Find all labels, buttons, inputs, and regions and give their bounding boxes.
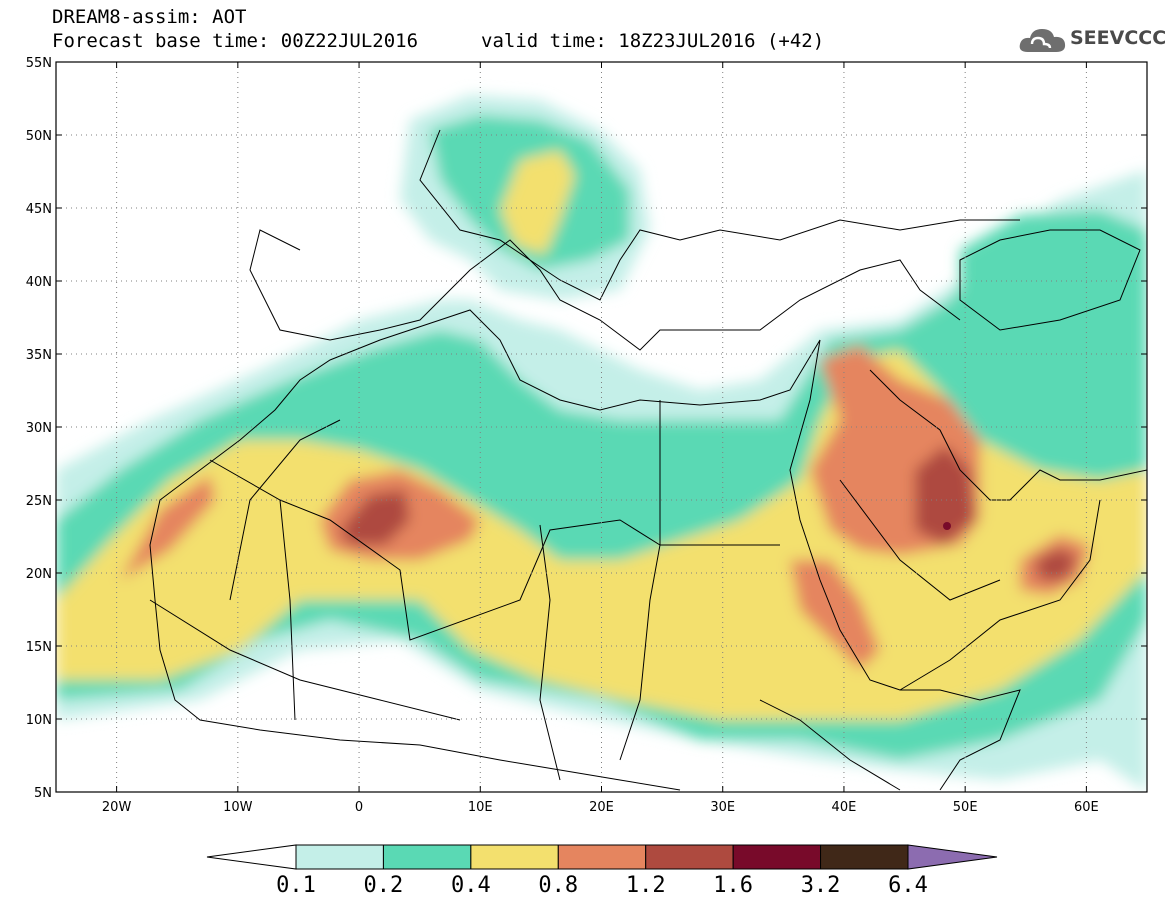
logo-text: SEEVCCC	[1070, 27, 1165, 49]
colorbar-level-label: 6.4	[888, 873, 928, 898]
lon-tick-label: 50E	[953, 800, 978, 815]
aot-band-0.8-wafrica	[120, 475, 215, 580]
lat-tick-label: 40N	[26, 275, 52, 290]
forecast-base-time: Forecast base time: 00Z22JUL2016	[52, 30, 419, 52]
lon-tick-label: 30E	[710, 800, 735, 815]
aot-band-1.2-sahara	[340, 490, 410, 545]
aot-band-0.8-redsea	[790, 560, 880, 670]
colorbar-swatch	[295, 844, 384, 870]
axis-ticks: 55N 50N 45N 40N 35N 30N 25N 20N 15N 10N 5N 20W 10W 0 1…	[26, 56, 1147, 815]
aot-band-0.4-europe	[500, 150, 575, 255]
lat-tick-label: 15N	[26, 640, 52, 655]
aot-band-0.2-blacksea	[960, 210, 1147, 330]
colorbar-swatch	[470, 844, 559, 870]
lat-tick-label: 5N	[34, 786, 52, 801]
lon-tick-label: 10E	[468, 800, 493, 815]
valid-time: valid time: 18Z23JUL2016 (+42)	[481, 30, 825, 52]
lat-tick-label: 50N	[26, 129, 52, 144]
lat-tick-label: 55N	[26, 56, 52, 71]
colorbar-swatch	[557, 844, 647, 870]
lat-tick-label: 10N	[26, 713, 52, 728]
lat-tick-label: 30N	[26, 421, 52, 436]
colorbar-under-arrow	[206, 844, 297, 870]
lon-tick-label: 20W	[102, 800, 132, 815]
lat-tick-label: 25N	[26, 494, 52, 509]
lon-tick-label: 60E	[1074, 800, 1099, 815]
colorbar-swatch	[820, 844, 909, 870]
colorbar-level-label: 0.1	[276, 873, 316, 898]
lat-tick-label: 20N	[26, 567, 52, 582]
colorbar-swatch	[382, 844, 472, 870]
colorbar-level-label: 0.4	[451, 873, 491, 898]
lat-tick-label: 45N	[26, 202, 52, 217]
lon-tick-label: 0	[355, 800, 363, 815]
coastlines	[149, 129, 1147, 791]
lon-tick-label: 20E	[589, 800, 614, 815]
colorbar: 0.1 0.2 0.4 0.8 1.2 1.6 3.2 6.4	[206, 844, 998, 898]
lon-tick-label: 40E	[832, 800, 857, 815]
map-title: DREAM8-assim: AOT	[52, 6, 247, 28]
lat-tick-label: 35N	[26, 348, 52, 363]
seevccc-logo: SEEVCCC	[1018, 24, 1165, 56]
colorbar-over-arrow	[907, 844, 998, 870]
colorbar-level-label: 0.8	[538, 873, 578, 898]
colorbar-level-label: 0.2	[364, 873, 404, 898]
colorbar-level-label: 3.2	[801, 873, 841, 898]
aot-band-1.2-oman	[1035, 548, 1078, 580]
grid	[56, 62, 1147, 792]
colorbar-level-label: 1.6	[713, 873, 753, 898]
colorbar-swatch	[645, 844, 734, 870]
colorbar-level-label: 1.2	[626, 873, 666, 898]
aot-peak-1.6	[943, 522, 951, 530]
aot-field	[56, 62, 1147, 792]
lon-tick-label: 10W	[223, 800, 253, 815]
cloud-icon	[1019, 29, 1066, 52]
colorbar-swatch	[732, 844, 822, 870]
